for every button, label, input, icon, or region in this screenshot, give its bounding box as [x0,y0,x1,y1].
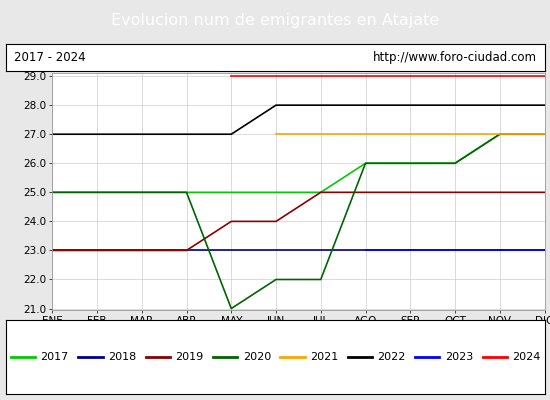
Text: 2024: 2024 [512,352,541,362]
Text: 2019: 2019 [175,352,204,362]
Text: 2023: 2023 [445,352,473,362]
Text: Evolucion num de emigrantes en Atajate: Evolucion num de emigrantes en Atajate [111,14,439,28]
Text: 2020: 2020 [243,352,271,362]
Text: 2017: 2017 [41,352,69,362]
Text: 2021: 2021 [310,352,338,362]
Text: http://www.foro-ciudad.com: http://www.foro-ciudad.com [372,51,536,64]
Text: 2017 - 2024: 2017 - 2024 [14,51,85,64]
Text: 2018: 2018 [108,352,136,362]
Text: 2022: 2022 [377,352,406,362]
